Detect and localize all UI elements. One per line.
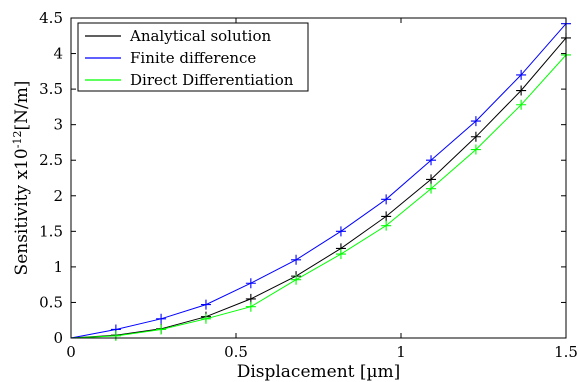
data-point xyxy=(335,249,346,260)
data-point xyxy=(245,278,256,289)
data-point xyxy=(381,211,392,222)
series-line-finite-difference xyxy=(70,23,567,339)
data-point xyxy=(200,313,211,324)
y-tick-label: 1 xyxy=(53,258,63,276)
data-point xyxy=(516,99,527,110)
data-point xyxy=(381,220,392,231)
data-point xyxy=(426,183,437,194)
y-tick-label: 4 xyxy=(53,45,63,63)
data-point xyxy=(156,324,167,335)
x-tick-label: 0.5 xyxy=(224,343,248,361)
x-tick-label: 0 xyxy=(66,343,76,361)
data-point xyxy=(470,116,481,127)
data-point xyxy=(245,301,256,312)
data-point xyxy=(470,144,481,155)
data-point xyxy=(516,85,527,96)
legend: Analytical solution Finite difference Dire… xyxy=(77,22,309,92)
data-point xyxy=(335,226,346,237)
data-point xyxy=(426,174,437,185)
data-point xyxy=(200,299,211,310)
data-point xyxy=(156,313,167,324)
series-line-analytical-solution xyxy=(70,37,567,339)
x-tick-label: 1 xyxy=(396,343,406,361)
legend-label: Finite difference xyxy=(130,49,256,67)
x-tick-label: 1.5 xyxy=(554,343,578,361)
data-point xyxy=(470,131,481,142)
data-point xyxy=(291,274,302,285)
y-tick-label: 4.5 xyxy=(39,9,63,27)
data-point xyxy=(426,155,437,166)
y-tick-label: 0.5 xyxy=(39,293,63,311)
data-point xyxy=(110,330,121,341)
y-tick-label: 0 xyxy=(53,329,63,347)
axis-ticks: 0 0.5 1 1.5 0 0.5 1 1.5 2 2.5 3 3.5 4 4.5 xyxy=(39,9,578,361)
y-tick-label: 3 xyxy=(53,116,63,134)
plot-frame xyxy=(70,17,567,339)
y-tick-label: 3.5 xyxy=(39,80,63,98)
y-tick-label: 2 xyxy=(53,187,63,205)
data-point xyxy=(381,194,392,205)
data-point xyxy=(291,254,302,265)
y-tick-label: 2.5 xyxy=(39,151,63,169)
series-finite-difference xyxy=(70,18,571,339)
y-axis-label-exponent: -12 xyxy=(11,131,24,149)
legend-label: Analytical solution xyxy=(129,27,271,45)
series-line-direct-differentiation xyxy=(70,54,567,339)
y-axis-label-main: Sensitivity x10 xyxy=(12,148,32,275)
data-point xyxy=(516,69,527,80)
y-tick-label: 1.5 xyxy=(39,222,63,240)
y-axis-label-unit: [N/m] xyxy=(12,81,32,131)
legend-label: Direct Differentiation xyxy=(130,71,294,89)
y-axis-label: Sensitivity x10-12[N/m] xyxy=(11,81,33,276)
series-direct-differentiation xyxy=(70,49,571,341)
x-axis-label: Displacement [µm] xyxy=(237,362,401,382)
